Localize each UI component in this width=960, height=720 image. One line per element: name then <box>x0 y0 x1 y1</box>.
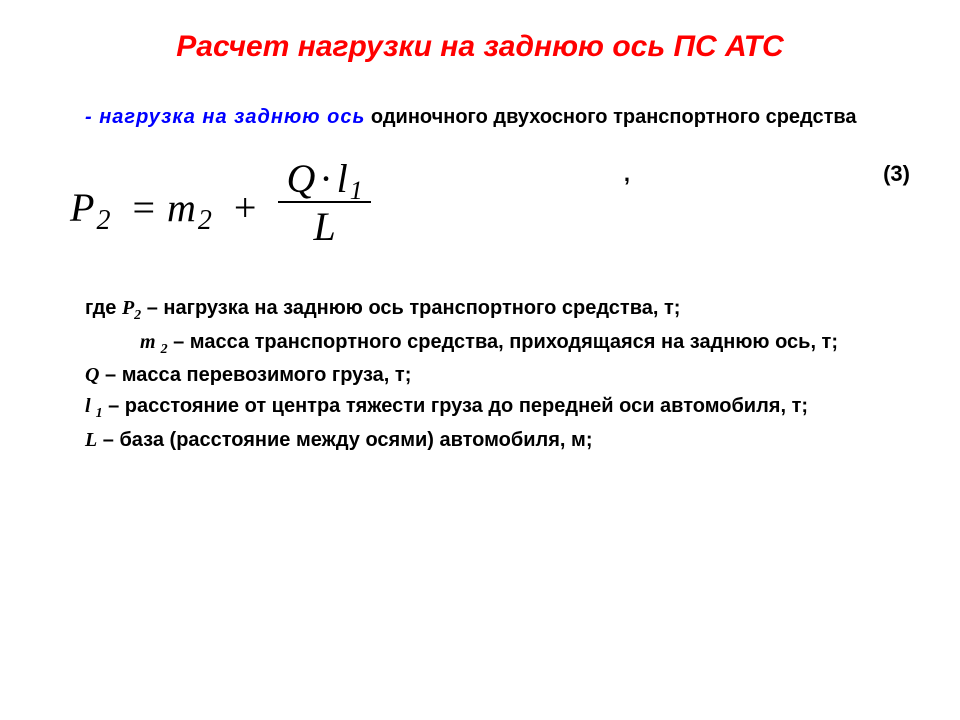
formula-comma: , <box>371 161 883 187</box>
definitions: где P 2 – нагрузка на заднюю ось транспор… <box>30 293 930 456</box>
op-eq: = <box>132 184 155 231</box>
def-l1-sub: 1 <box>96 406 103 421</box>
def-where: где <box>85 297 122 319</box>
def-P2-text: – нагрузка на заднюю ось транспортного с… <box>141 297 680 319</box>
sub-P2: 2 <box>96 205 110 237</box>
def-m2-text: – масса транспортного средства, приходящ… <box>168 331 838 353</box>
def-m2-var: m <box>140 331 161 353</box>
intro-rest: одиночного двухосного транспортного сред… <box>365 106 856 128</box>
def-L: L – база (расстояние между осями) автомо… <box>30 425 930 456</box>
var-m: m <box>167 184 196 231</box>
def-Q-text: – масса перевозимого груза, т; <box>99 364 411 386</box>
def-Q: Q – масса перевозимого груза, т; <box>30 360 930 391</box>
def-L-text: – база (расстояние между осями) автомоби… <box>97 429 592 451</box>
sub-l1: 1 <box>350 177 363 206</box>
intro-paragraph: - нагрузка на заднюю ось одиночного двух… <box>30 104 930 131</box>
op-dot: · <box>319 157 332 201</box>
fraction: Q · l 1 L <box>278 157 370 249</box>
formula: P 2 = m 2 + Q · l 1 L <box>70 161 371 253</box>
op-plus: + <box>234 184 257 231</box>
def-l1: l 1 – расстояние от центра тяжести груза… <box>30 391 930 425</box>
def-m2: m 2 – масса транспортного средства, прих… <box>30 327 930 361</box>
def-Q-var: Q <box>85 364 99 386</box>
var-Q: Q <box>286 157 315 201</box>
def-l1-text: – расстояние от центра тяжести груза до … <box>103 395 808 417</box>
def-P2-var: P <box>122 297 134 319</box>
intro-lead: - нагрузка на заднюю ось <box>85 106 365 128</box>
def-P2: где P2 – нагрузка на заднюю ось транспор… <box>30 293 930 327</box>
var-P: P <box>70 184 94 231</box>
page-title: Расчет нагрузки на заднюю ось ПС АТС <box>30 30 930 64</box>
formula-row: P 2 = m 2 + Q · l 1 L , (3) <box>30 161 930 253</box>
sub-m2: 2 <box>198 205 212 237</box>
slide: Расчет нагрузки на заднюю ось ПС АТС - н… <box>0 0 960 476</box>
def-m2-sub: 2 <box>161 342 168 357</box>
def-L-var: L <box>85 429 97 451</box>
def-l1-var: l <box>85 395 96 417</box>
var-L: L <box>306 203 344 249</box>
equation-number: (3) <box>883 161 910 187</box>
var-l: l <box>337 157 348 201</box>
